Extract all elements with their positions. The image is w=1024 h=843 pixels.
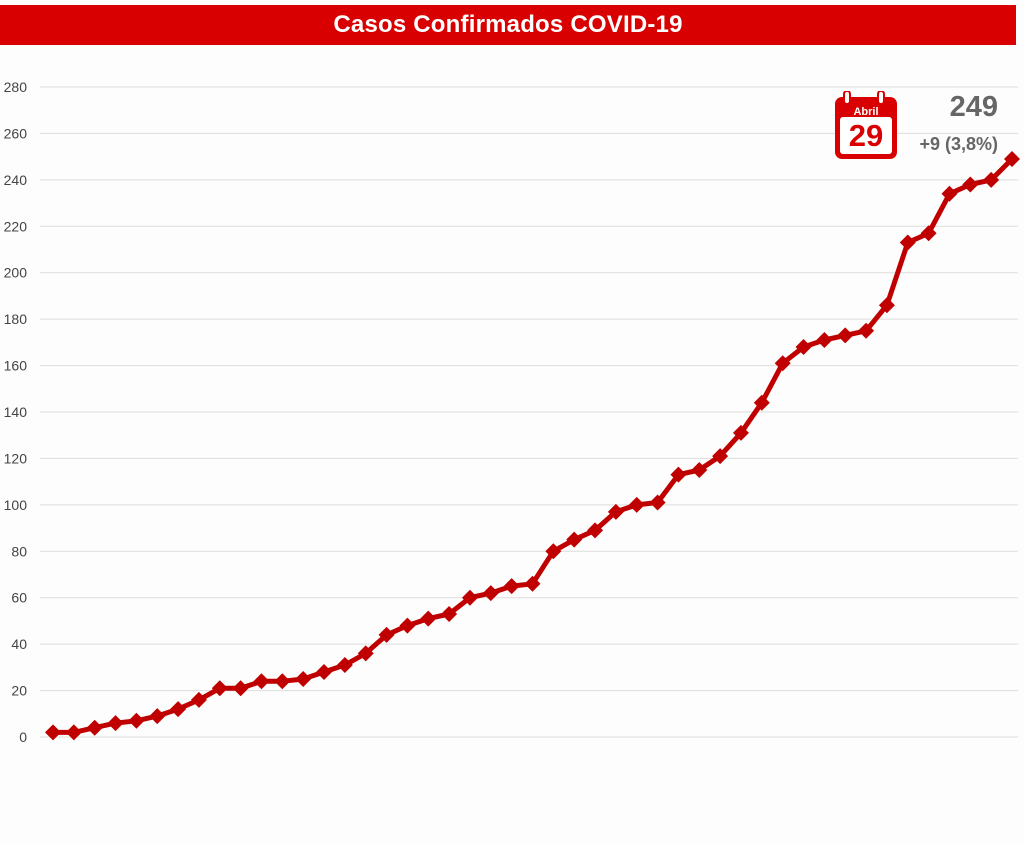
y-tick-label: 80 xyxy=(11,543,27,559)
data-point xyxy=(899,234,916,251)
data-point xyxy=(524,575,541,592)
data-point xyxy=(920,225,937,242)
y-tick-label: 20 xyxy=(11,683,27,699)
data-point xyxy=(399,617,416,634)
data-point xyxy=(983,171,1000,188)
y-tick-label: 240 xyxy=(4,172,28,188)
daily-change: +9 (3,8%) xyxy=(919,134,998,154)
data-point xyxy=(65,724,82,741)
data-point xyxy=(170,701,187,718)
y-tick-label: 260 xyxy=(4,125,28,141)
data-point xyxy=(628,496,645,513)
data-point xyxy=(691,462,708,479)
y-tick-label: 160 xyxy=(4,358,28,374)
y-tick-label: 180 xyxy=(4,311,28,327)
data-point xyxy=(128,712,145,729)
y-tick-label: 60 xyxy=(11,590,27,606)
data-point xyxy=(774,355,791,372)
data-point xyxy=(295,670,312,687)
data-point xyxy=(566,531,583,548)
data-point xyxy=(482,585,499,602)
data-point xyxy=(753,394,770,411)
data-point xyxy=(232,680,249,697)
data-point xyxy=(732,424,749,441)
data-point xyxy=(607,503,624,520)
data-point xyxy=(190,691,207,708)
data-point xyxy=(461,589,478,606)
data-point xyxy=(816,332,833,349)
data-point xyxy=(274,673,291,690)
grid-lines xyxy=(40,86,1018,738)
data-point xyxy=(795,339,812,355)
data-point xyxy=(86,719,103,736)
data-point xyxy=(253,673,270,690)
data-point xyxy=(45,724,61,741)
data-point xyxy=(441,605,458,622)
calendar-month: Abril xyxy=(853,106,879,118)
data-point xyxy=(316,664,333,680)
data-points xyxy=(45,150,1020,741)
total-cases: 249 xyxy=(949,91,998,123)
latest-count-badge: Abril 29 249 +9 (3,8%) xyxy=(833,91,1003,163)
y-tick-label: 220 xyxy=(4,218,28,234)
y-tick-label: 120 xyxy=(4,450,28,466)
chart-title: Casos Confirmados COVID-19 xyxy=(0,5,1016,45)
y-tick-label: 0 xyxy=(19,729,27,745)
y-axis-ticks: 0 20 40 60 80 100 120 140 160 180 200 220 240 260 280 xyxy=(4,79,28,745)
data-point xyxy=(211,680,228,697)
data-point xyxy=(107,715,124,732)
y-tick-label: 200 xyxy=(4,265,28,281)
data-point xyxy=(962,176,979,193)
data-point xyxy=(420,610,437,627)
data-point xyxy=(545,543,562,560)
y-tick-label: 40 xyxy=(11,636,27,652)
data-point xyxy=(149,708,166,725)
y-tick-label: 280 xyxy=(4,79,28,95)
series-line xyxy=(50,156,1015,735)
data-point xyxy=(837,327,854,344)
data-point xyxy=(503,578,520,595)
data-point xyxy=(1004,150,1020,167)
data-point xyxy=(587,522,604,539)
data-point xyxy=(712,448,729,465)
y-tick-label: 100 xyxy=(4,497,28,513)
data-point xyxy=(878,297,895,314)
y-tick-label: 140 xyxy=(4,404,28,420)
data-point xyxy=(357,645,374,662)
data-point xyxy=(941,185,958,202)
data-point xyxy=(378,626,395,643)
calendar-icon xyxy=(835,91,897,159)
data-point xyxy=(670,466,687,483)
data-point xyxy=(649,494,666,511)
data-point xyxy=(336,657,353,674)
data-point xyxy=(858,322,875,339)
calendar-day: 29 xyxy=(848,118,884,153)
